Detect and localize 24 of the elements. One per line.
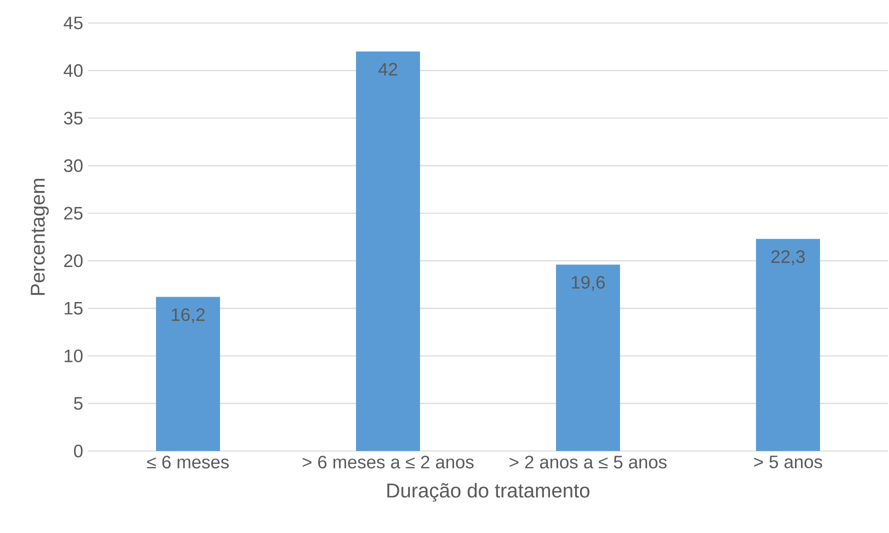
bar: [556, 264, 620, 451]
x-tick-label: > 6 meses a ≤ 2 anos: [302, 456, 474, 468]
x-axis-title: Duração do tratamento: [387, 482, 590, 502]
y-tick-label: 30: [64, 159, 83, 172]
bar: [756, 238, 820, 451]
y-tick-label: 40: [64, 64, 83, 77]
x-tick-label: ≤ 6 meses: [147, 456, 229, 468]
y-tick-label: 35: [64, 112, 83, 124]
data-label: 42: [378, 62, 398, 76]
y-tick-label: 20: [64, 254, 83, 268]
y-axis-title: Percentagem: [30, 178, 49, 295]
y-tick-label: 10: [64, 350, 83, 362]
bar: [156, 296, 220, 451]
y-tick-label: 15: [64, 302, 83, 315]
data-label: 19,6: [572, 276, 605, 291]
y-tick-label: 25: [64, 206, 83, 220]
data-label: 22,3: [771, 250, 805, 266]
data-label: 16,2: [172, 308, 205, 324]
y-tick-label: 5: [74, 397, 83, 410]
bar: [356, 52, 420, 451]
y-tick-label: 45: [64, 16, 83, 30]
x-tick-label: > 2 anos a ≤ 5 anos: [510, 456, 667, 468]
x-tick-label: > 5 anos: [754, 456, 822, 468]
y-tick-label: 0: [74, 444, 83, 458]
